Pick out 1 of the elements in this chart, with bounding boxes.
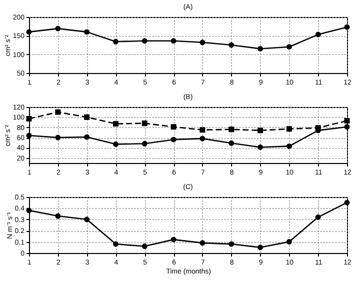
point (228, 126, 234, 132)
